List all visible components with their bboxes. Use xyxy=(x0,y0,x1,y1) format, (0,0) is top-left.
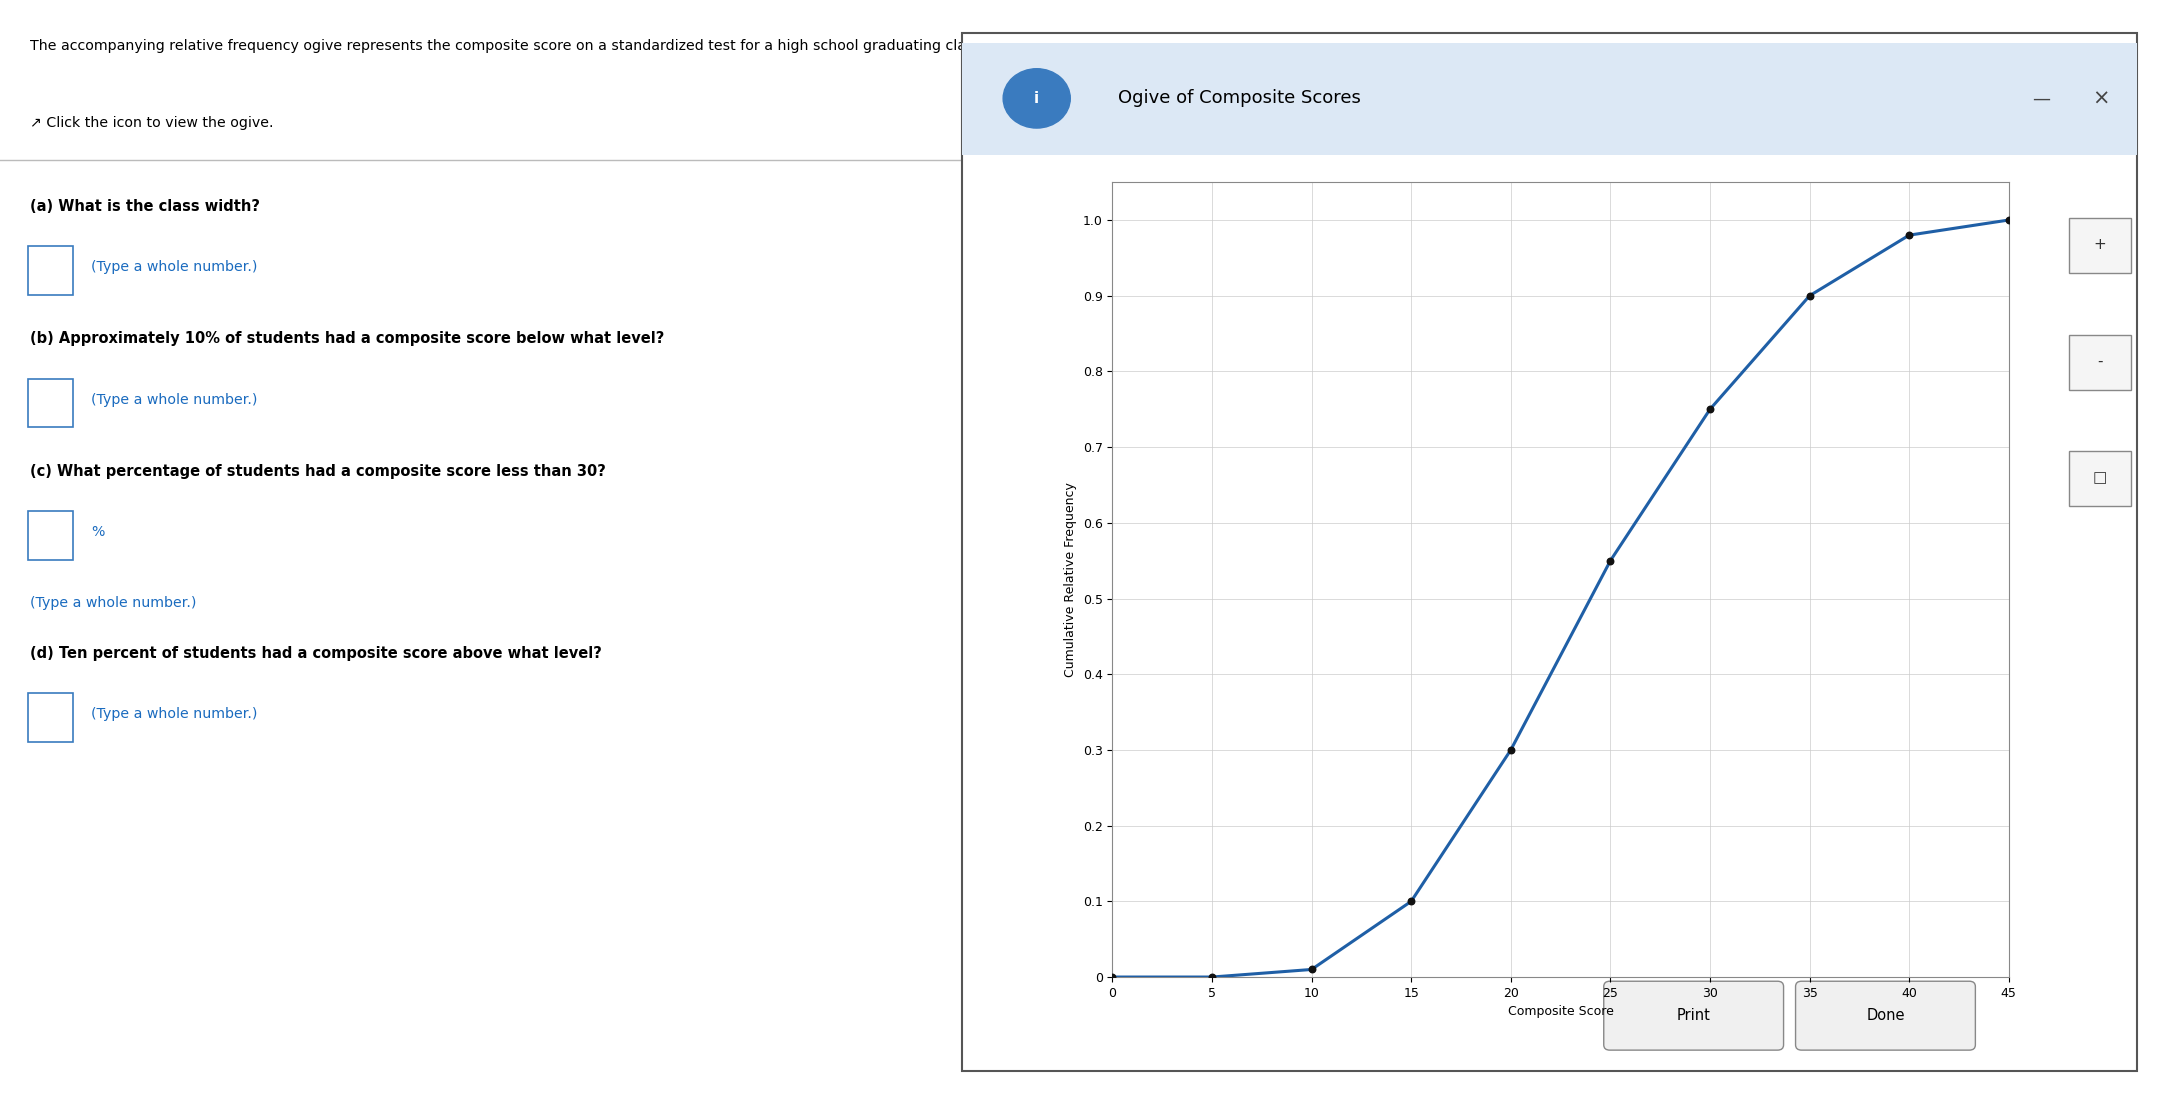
Text: i: i xyxy=(1035,91,1039,106)
Point xyxy=(1194,968,1229,986)
Point xyxy=(1393,892,1428,910)
Point xyxy=(1793,287,1827,305)
Text: (Type a whole number.): (Type a whole number.) xyxy=(91,261,257,274)
Text: +: + xyxy=(2093,237,2106,252)
Text: (a) What is the class width?: (a) What is the class width? xyxy=(30,199,261,214)
FancyBboxPatch shape xyxy=(28,511,73,560)
Text: -: - xyxy=(2097,353,2104,369)
X-axis label: Composite Score: Composite Score xyxy=(1508,1006,1614,1018)
FancyBboxPatch shape xyxy=(2069,219,2132,274)
FancyBboxPatch shape xyxy=(1603,981,1784,1050)
Text: ↗ Click the icon to view the ogive.: ↗ Click the icon to view the ogive. xyxy=(30,116,274,130)
Text: (b) Approximately 10% of students had a composite score below what level?: (b) Approximately 10% of students had a … xyxy=(30,331,665,347)
Text: (c) What percentage of students had a composite score less than 30?: (c) What percentage of students had a co… xyxy=(30,464,607,479)
Text: %: % xyxy=(91,526,104,539)
Y-axis label: Cumulative Relative Frequency: Cumulative Relative Frequency xyxy=(1065,482,1078,677)
Text: Ogive of Composite Scores: Ogive of Composite Scores xyxy=(1119,89,1361,107)
Point xyxy=(1594,552,1629,570)
Text: (Type a whole number.): (Type a whole number.) xyxy=(91,393,257,406)
Point xyxy=(1294,960,1328,978)
FancyBboxPatch shape xyxy=(28,379,73,427)
Text: ×: × xyxy=(2093,88,2110,108)
Point xyxy=(1992,211,2026,229)
FancyBboxPatch shape xyxy=(28,693,73,742)
Text: —: — xyxy=(2033,89,2050,107)
Text: □: □ xyxy=(2093,470,2108,486)
Point xyxy=(1693,401,1728,418)
Point xyxy=(1892,226,1927,244)
FancyBboxPatch shape xyxy=(2069,452,2132,507)
FancyBboxPatch shape xyxy=(963,33,2136,1071)
Circle shape xyxy=(1002,68,1071,128)
FancyBboxPatch shape xyxy=(963,43,2136,155)
Text: (Type a whole number.): (Type a whole number.) xyxy=(30,596,197,611)
Point xyxy=(1095,968,1130,986)
FancyBboxPatch shape xyxy=(2069,335,2132,390)
Text: (Type a whole number.): (Type a whole number.) xyxy=(91,708,257,721)
Text: (d) Ten percent of students had a composite score above what level?: (d) Ten percent of students had a compos… xyxy=(30,646,603,661)
Text: Done: Done xyxy=(1866,1008,1905,1022)
Text: The accompanying relative frequency ogive represents the composite score on a st: The accompanying relative frequency ogiv… xyxy=(30,39,1259,53)
Text: Print: Print xyxy=(1676,1008,1711,1022)
FancyBboxPatch shape xyxy=(28,246,73,295)
Point xyxy=(1493,741,1527,758)
FancyBboxPatch shape xyxy=(1795,981,1976,1050)
